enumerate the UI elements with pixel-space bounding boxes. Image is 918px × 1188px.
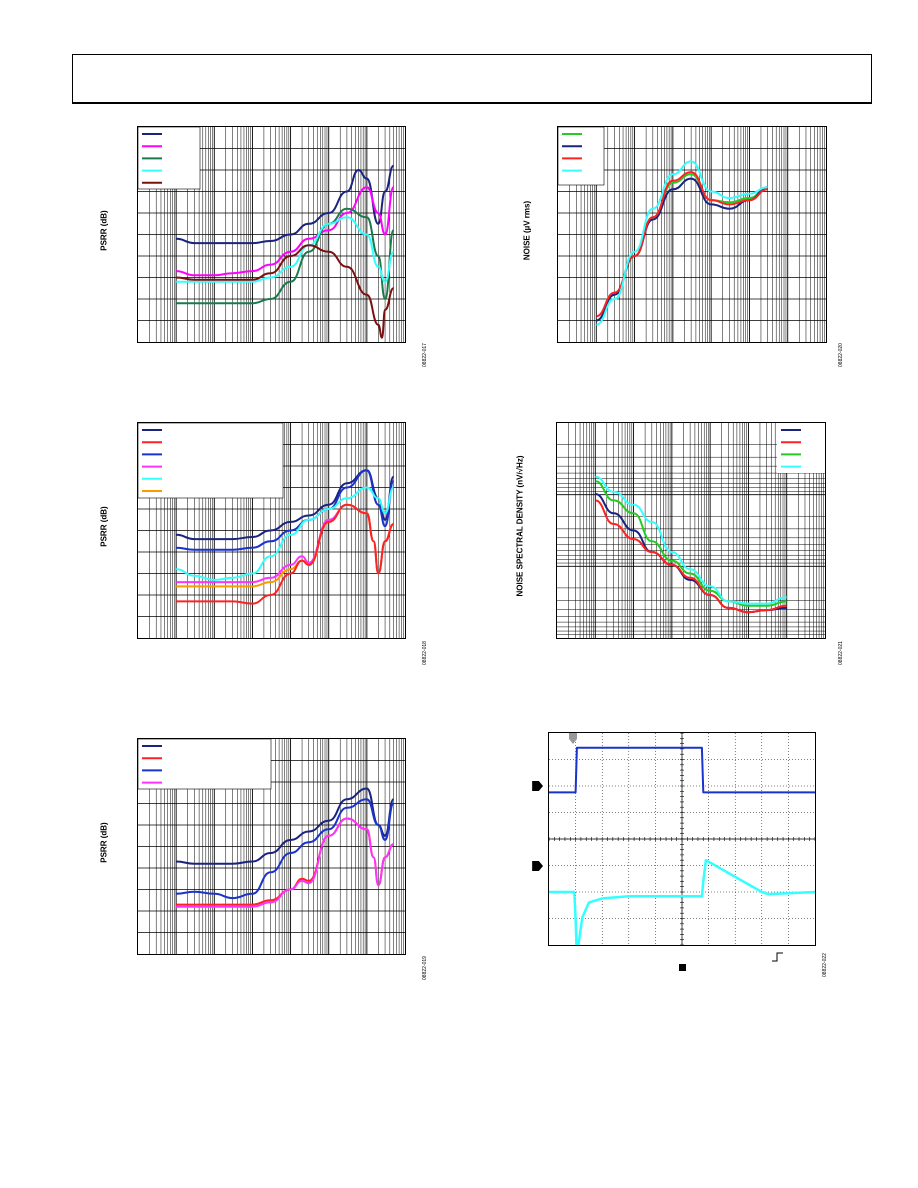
psrr-chart-18 bbox=[137, 422, 406, 639]
rising-edge-trigger-icon bbox=[772, 952, 783, 962]
scope-trace-2 bbox=[549, 858, 815, 945]
series-line-4 bbox=[595, 475, 787, 605]
series-line-2 bbox=[595, 499, 787, 614]
fig-418-svg bbox=[138, 423, 405, 638]
noise-density-chart-21 bbox=[556, 422, 826, 639]
fig-417-svg bbox=[138, 127, 405, 342]
stop-indicator-icon bbox=[679, 964, 686, 971]
series-line-1 bbox=[595, 493, 787, 614]
figure-number-22: 08822-022 bbox=[822, 953, 828, 977]
scope-trace-1 bbox=[549, 746, 815, 794]
y-axis-label-18: PSRR (dB) bbox=[99, 506, 109, 547]
figure-number-18: 08822-018 bbox=[422, 641, 428, 665]
psrr-chart-17 bbox=[137, 126, 406, 343]
channel-1-marker-icon bbox=[532, 781, 543, 791]
series-line-2 bbox=[176, 469, 395, 551]
series-line-3 bbox=[595, 480, 787, 607]
figure-number-17: 08822-017 bbox=[422, 343, 428, 367]
fig-421-svg bbox=[557, 423, 825, 638]
transient-scope-22 bbox=[548, 732, 816, 946]
fig-419-svg bbox=[138, 739, 405, 954]
legend-box bbox=[138, 739, 272, 790]
legend-box bbox=[138, 423, 284, 499]
series-line-3 bbox=[596, 171, 768, 318]
series-line-3 bbox=[176, 207, 395, 305]
series-line-6 bbox=[176, 503, 394, 605]
y-axis-label-20: NOISE (µV rms) bbox=[522, 200, 532, 261]
figure-number-19: 08822-019 bbox=[422, 956, 428, 980]
series-line-2 bbox=[176, 186, 395, 277]
channel-2-marker-icon bbox=[532, 861, 543, 871]
series-line-3 bbox=[176, 486, 395, 581]
scope-svg bbox=[549, 733, 815, 945]
series-line-1 bbox=[176, 164, 395, 245]
y-axis-label-17: PSRR (dB) bbox=[99, 210, 109, 251]
psrr-chart-19 bbox=[137, 738, 406, 955]
figure-number-21: 08822-021 bbox=[838, 641, 844, 665]
fig-420-svg bbox=[558, 127, 826, 342]
noise-chart-20 bbox=[557, 126, 827, 343]
figure-number-20: 08822-020 bbox=[838, 343, 844, 367]
series-line-4 bbox=[595, 160, 768, 326]
legend-box bbox=[777, 423, 825, 473]
series-line-4 bbox=[176, 216, 395, 283]
legend-box bbox=[558, 127, 605, 186]
trigger-position-icon bbox=[569, 733, 577, 744]
page-header-box bbox=[72, 54, 872, 104]
series-line-4 bbox=[176, 817, 394, 908]
y-axis-label-19: PSRR (dB) bbox=[99, 822, 109, 863]
series-line-2 bbox=[176, 798, 395, 900]
series-line-1 bbox=[595, 173, 768, 322]
series-line-5 bbox=[176, 244, 395, 339]
y-axis-label-21: NOISE SPECTRAL DENSITY (nV/√Hz) bbox=[515, 455, 525, 597]
